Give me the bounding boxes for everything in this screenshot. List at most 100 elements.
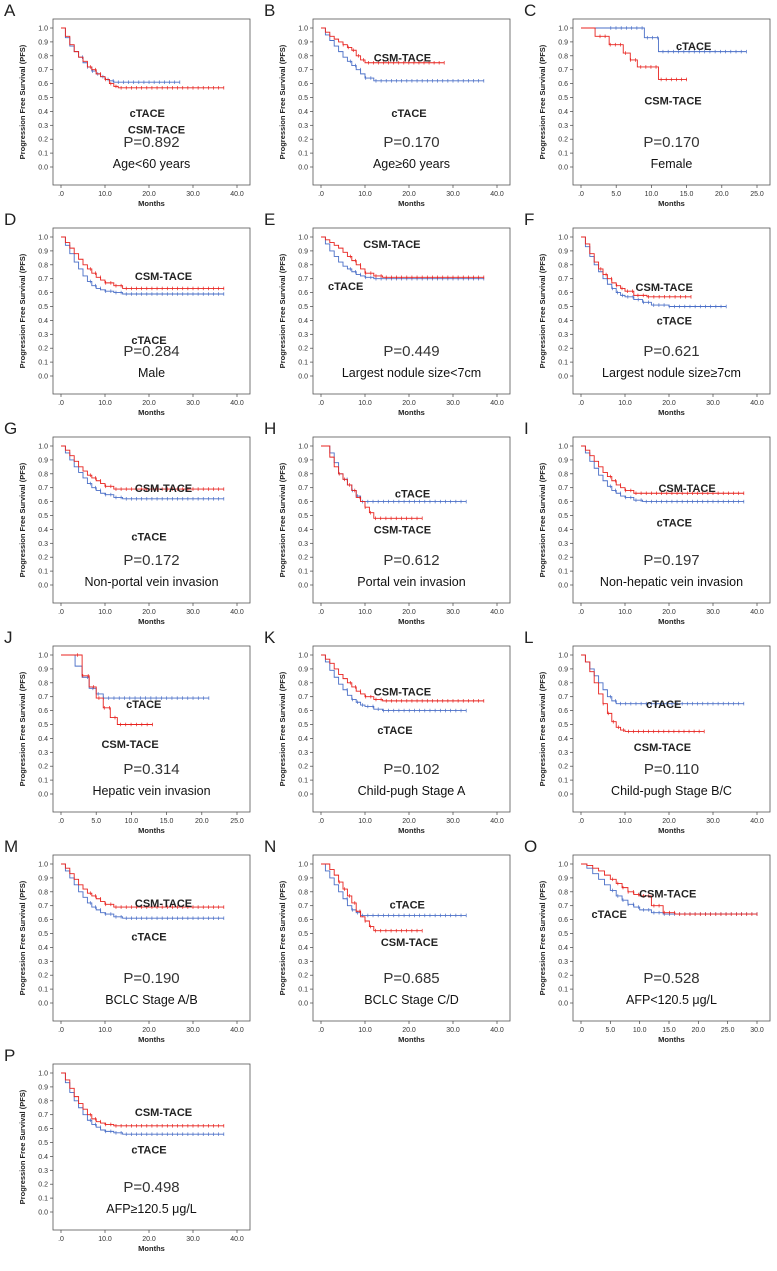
panel-letter: L [524, 628, 533, 647]
p-value: P=0.621 [643, 343, 699, 360]
km-curve-ctace [321, 654, 467, 712]
panel-letter: G [4, 419, 17, 438]
x-tick-label: .0 [318, 1027, 324, 1034]
y-tick-label: 0.4 [558, 527, 568, 534]
x-tick-label: 40.0 [750, 609, 764, 616]
y-tick-label: 0.8 [38, 889, 48, 896]
y-tick-label: 0.0 [298, 583, 308, 590]
y-axis-label: Progression Free Survival (PFS) [18, 671, 27, 786]
x-tick-label: 10.0 [358, 818, 372, 825]
km-curve-csm-tace [321, 654, 484, 702]
panel-letter: P [4, 1046, 15, 1065]
p-value: P=0.172 [123, 552, 179, 569]
x-tick-label: 10.0 [358, 1027, 372, 1034]
x-axis-label: Months [398, 826, 425, 835]
x-tick-label: 20.0 [142, 400, 156, 407]
panel-letter: I [524, 419, 529, 438]
censor-marks-csm-tace [89, 891, 225, 909]
y-tick-label: 0.8 [38, 53, 48, 60]
y-tick-label: 0.9 [558, 39, 568, 46]
censor-marks-csm-tace [89, 1112, 225, 1128]
panel-subtitle: Largest nodule size≥7cm [602, 366, 741, 380]
y-tick-label: 1.0 [558, 862, 568, 869]
y-tick-label: 0.7 [38, 67, 48, 74]
y-tick-label: 0.4 [558, 318, 568, 325]
x-tick-label: 20.0 [142, 1236, 156, 1243]
p-value: P=0.284 [123, 343, 179, 360]
y-tick-label: 0.0 [38, 374, 48, 381]
x-tick-label: 20.0 [715, 191, 729, 198]
x-tick-label: 30.0 [446, 1027, 460, 1034]
y-tick-label: 0.2 [298, 346, 308, 353]
x-axis-label: Months [138, 199, 165, 208]
y-tick-label: 0.0 [558, 374, 568, 381]
x-tick-label: 10.0 [98, 609, 112, 616]
y-tick-label: 0.2 [558, 973, 568, 980]
series-label-ctace: cTACE [657, 518, 692, 530]
y-tick-label: 0.4 [298, 736, 308, 743]
plot-frame [312, 645, 511, 813]
y-tick-label: 0.4 [38, 945, 48, 952]
y-tick-label: 0.6 [558, 290, 568, 297]
y-tick-label: 0.7 [558, 276, 568, 283]
y-tick-label: 0.9 [558, 875, 568, 882]
y-tick-label: 0.1 [38, 1196, 48, 1203]
y-tick-label: 0.2 [298, 764, 308, 771]
series-label-csm-tace: CSM-TACE [135, 271, 192, 283]
y-tick-label: 0.0 [558, 1001, 568, 1008]
y-tick-label: 0.8 [298, 53, 308, 60]
x-axis-label: Months [658, 199, 685, 208]
y-tick-label: 0.1 [38, 987, 48, 994]
km-curve-csm-tace [61, 236, 224, 289]
y-tick-label: 0.9 [38, 39, 48, 46]
y-tick-label: 0.7 [38, 1112, 48, 1119]
p-value: P=0.612 [383, 552, 439, 569]
y-tick-label: 1.0 [38, 26, 48, 33]
km-panel-h: H 0.0 0.1 0.2 0.3 0.4 0.5 0.6 0.7 0.8 0.9 1.0 .0 10.0… [264, 419, 511, 626]
y-tick-label: 0.2 [298, 973, 308, 980]
censor-marks-csm-tace [338, 880, 423, 933]
p-value: P=0.170 [383, 134, 439, 151]
plot-frame [52, 436, 251, 604]
series-label-csm-tace: CSM-TACE [101, 739, 158, 751]
km-panel-e: E 0.0 0.1 0.2 0.3 0.4 0.5 0.6 0.7 0.8 0.9 1.0 .0 10.0… [264, 210, 511, 417]
km-curve-ctace [581, 863, 757, 915]
series-label-ctace: cTACE [131, 335, 166, 347]
y-tick-label: 0.9 [38, 248, 48, 255]
y-tick-label: 0.8 [38, 471, 48, 478]
y-tick-label: 0.4 [558, 109, 568, 116]
y-tick-label: 0.4 [298, 318, 308, 325]
plot-frame [572, 436, 771, 604]
y-tick-label: 0.6 [298, 708, 308, 715]
x-tick-label: 30.0 [750, 1027, 764, 1034]
series-label-csm-tace: CSM-TACE [374, 52, 431, 64]
y-tick-label: 0.1 [298, 987, 308, 994]
plot-frame [312, 18, 511, 186]
panel-letter: N [264, 837, 276, 856]
p-value: P=0.190 [123, 970, 179, 987]
km-panel-o: O 0.0 0.1 0.2 0.3 0.4 0.5 0.6 0.7 0.8 0.9 1.0 .0 5.0 1… [524, 837, 771, 1044]
y-tick-label: 0.0 [38, 165, 48, 172]
x-tick-label: 40.0 [230, 400, 244, 407]
censor-marks-ctace [349, 59, 485, 83]
x-tick-label: .0 [318, 400, 324, 407]
y-tick-label: 1.0 [298, 444, 308, 451]
x-axis-label: Months [398, 408, 425, 417]
censor-marks-csm-tace [342, 42, 445, 65]
x-tick-label: 30.0 [186, 609, 200, 616]
series-label-csm-tace: CSM-TACE [135, 1107, 192, 1119]
censor-marks-ctace [89, 1118, 225, 1136]
x-axis-label: Months [658, 826, 685, 835]
x-tick-label: 20.0 [402, 609, 416, 616]
p-value: P=0.314 [123, 761, 179, 778]
x-tick-label: 20.0 [142, 1027, 156, 1034]
censor-marks-ctace [610, 26, 747, 54]
series-label-csm-tace: CSM-TACE [658, 483, 715, 495]
y-tick-label: 0.1 [558, 987, 568, 994]
y-tick-label: 0.5 [298, 722, 308, 729]
km-panel-c: C 0.0 0.1 0.2 0.3 0.4 0.5 0.6 0.7 0.8 0.9 1.0 .0 5.0 1… [524, 1, 771, 208]
series-label-csm-tace: CSM-TACE [374, 686, 431, 698]
y-tick-label: 0.6 [38, 499, 48, 506]
panel-subtitle: Non-hepatic vein invasion [600, 575, 743, 589]
y-tick-label: 0.6 [558, 499, 568, 506]
